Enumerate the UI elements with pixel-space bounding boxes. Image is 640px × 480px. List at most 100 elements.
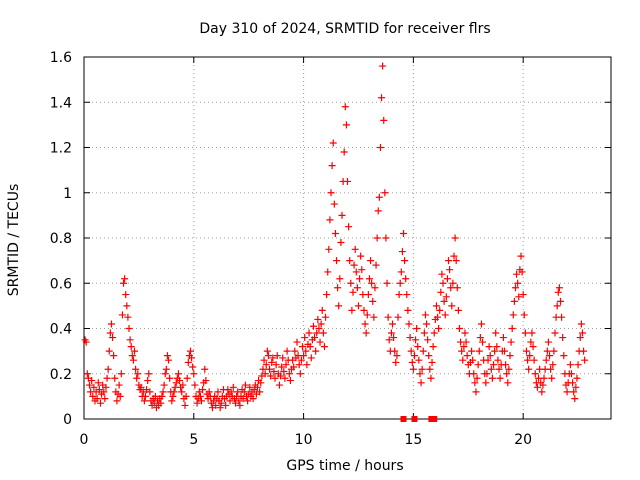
data-point — [326, 216, 334, 224]
data-point — [157, 399, 165, 407]
data-point-square — [400, 416, 407, 422]
data-point — [181, 401, 189, 409]
data-point — [126, 336, 134, 344]
data-point — [189, 363, 197, 371]
data-point — [554, 288, 562, 296]
data-point — [109, 334, 117, 342]
data-point — [384, 313, 392, 321]
data-point — [581, 356, 589, 364]
data-point — [320, 343, 328, 351]
data-point — [262, 361, 270, 369]
data-point — [145, 370, 153, 378]
data-point — [277, 372, 285, 380]
data-point — [440, 297, 448, 305]
data-point — [425, 352, 433, 360]
data-point — [449, 279, 457, 287]
data-point — [267, 372, 275, 380]
data-point — [347, 279, 355, 287]
data-point — [376, 144, 384, 151]
data-point — [364, 291, 372, 299]
data-point — [269, 354, 277, 362]
data-point — [165, 356, 173, 364]
data-point — [479, 338, 487, 346]
data-point — [176, 377, 184, 385]
data-point — [159, 388, 167, 396]
data-point — [533, 383, 541, 391]
data-point — [120, 279, 128, 287]
data-point — [357, 252, 365, 260]
data-point — [319, 329, 327, 337]
data-point — [328, 162, 336, 170]
data-point — [397, 268, 405, 276]
data-point — [382, 234, 390, 242]
data-point — [522, 347, 530, 355]
data-point — [385, 336, 393, 344]
data-point — [576, 334, 584, 342]
data-point — [484, 356, 492, 364]
data-point — [513, 270, 521, 278]
data-point — [302, 347, 310, 355]
data-point — [462, 338, 470, 346]
data-point — [264, 352, 272, 360]
data-point — [123, 302, 131, 310]
data-point — [491, 347, 499, 355]
data-point — [525, 365, 533, 373]
data-point — [285, 370, 293, 378]
data-point — [538, 388, 546, 396]
data-point — [460, 343, 468, 351]
data-point — [469, 356, 477, 364]
data-point — [447, 284, 455, 292]
data-point — [501, 347, 509, 355]
data-point — [106, 329, 114, 337]
data-point — [506, 352, 514, 360]
data-point — [428, 358, 436, 366]
data-point — [563, 388, 571, 396]
data-point — [445, 257, 453, 265]
data-point — [272, 361, 280, 369]
data-point — [141, 392, 149, 400]
data-point — [329, 139, 337, 147]
data-point — [113, 397, 121, 405]
y-tick-label: 0.8 — [50, 231, 72, 247]
data-point — [291, 347, 299, 355]
data-point — [169, 392, 177, 400]
data-point — [529, 343, 537, 351]
data-point — [202, 377, 210, 385]
data-point — [330, 200, 338, 208]
data-point — [244, 397, 252, 405]
data-point — [476, 334, 484, 342]
data-point — [117, 370, 125, 378]
data-point — [178, 388, 186, 396]
data-point — [459, 356, 467, 364]
data-point — [236, 401, 244, 409]
data-point — [426, 365, 434, 373]
data-point — [125, 325, 133, 332]
data-point — [144, 377, 152, 385]
y-tick-label: 0.2 — [50, 367, 72, 383]
data-point — [527, 338, 535, 346]
data-point — [301, 334, 309, 342]
axis-ticks — [83, 56, 611, 420]
data-point — [567, 370, 575, 378]
data-point — [222, 401, 230, 409]
data-point — [107, 320, 115, 328]
data-point — [510, 297, 518, 305]
data-point — [281, 374, 289, 382]
data-point — [485, 343, 493, 351]
data-point — [316, 338, 324, 346]
data-point — [405, 320, 413, 328]
data-point — [526, 352, 534, 360]
data-point — [282, 361, 290, 369]
x-axis-label: GPS time / hours — [286, 458, 403, 474]
data-point — [257, 379, 265, 387]
data-point — [162, 365, 170, 373]
data-point — [577, 320, 585, 328]
data-point — [383, 279, 391, 287]
data-point — [511, 284, 519, 292]
data-point — [503, 370, 511, 378]
data-point — [170, 388, 178, 396]
data-point — [327, 189, 335, 197]
data-point — [295, 361, 303, 369]
data-point — [101, 395, 109, 403]
data-point — [166, 374, 174, 382]
